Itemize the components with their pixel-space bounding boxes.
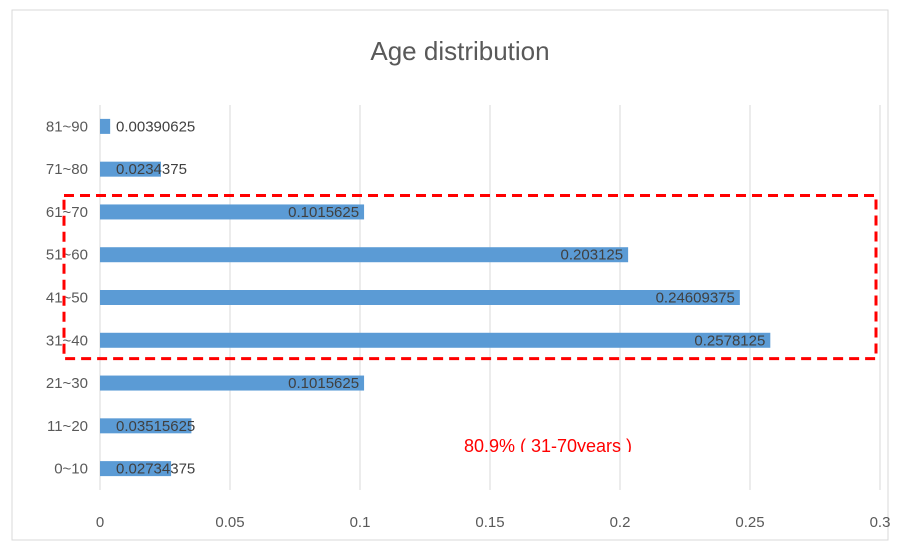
bar <box>100 247 629 263</box>
y-tick-label: 21~30 <box>46 375 88 392</box>
y-tick-label: 11~20 <box>47 418 88 435</box>
data-label: 0.03515625 <box>116 418 195 435</box>
highlight-box <box>62 194 878 361</box>
y-tick-label: 0~10 <box>54 461 88 478</box>
data-labels: 0.02734375 0.03515625 0.1015625 0.2578125 0.… <box>116 118 765 477</box>
bar <box>100 418 192 434</box>
data-label: 0.00390625 <box>116 118 195 135</box>
bar <box>100 118 111 134</box>
bar <box>100 375 365 391</box>
bar-layer <box>100 118 771 477</box>
y-axis-labels: 0~10 11~20 21~30 31~40 41~50 51~60 61~70 71~80 8… <box>46 118 88 477</box>
data-label: 0.203125 <box>561 247 624 264</box>
data-label: 0.0234375 <box>116 161 187 178</box>
x-tick-label: 0.2 <box>610 514 631 531</box>
annotation-text: 80.9% ( 31-70years ) <box>464 436 632 456</box>
x-tick-label: 0.1 <box>350 514 371 531</box>
x-tick-label: 0.25 <box>735 514 764 531</box>
data-label: 0.1015625 <box>288 375 359 392</box>
y-tick-label: 31~40 <box>46 332 88 349</box>
bar <box>100 161 161 177</box>
y-tick-label: 41~50 <box>46 290 88 307</box>
bar <box>100 332 771 348</box>
y-tick-label: 51~60 <box>46 247 88 264</box>
y-tick-label: 71~80 <box>46 161 88 178</box>
x-tick-label: 0 <box>96 514 104 531</box>
annotation-clip: 80.9% ( 31-70years ) <box>464 436 632 456</box>
x-tick-label: 0.15 <box>475 514 504 531</box>
x-tick-label: 0.05 <box>215 514 244 531</box>
y-tick-label: 81~90 <box>46 118 88 135</box>
x-axis-labels: 0 0.05 0.1 0.15 0.2 0.25 0.3 <box>96 514 891 531</box>
x-tick-label: 0.3 <box>870 514 891 531</box>
chart-border <box>11 9 889 541</box>
data-label: 0.02734375 <box>116 461 195 478</box>
data-label: 0.24609375 <box>656 290 735 307</box>
data-label: 0.1015625 <box>288 204 359 221</box>
data-label: 0.2578125 <box>694 332 765 349</box>
chart-title: Age distribution <box>370 36 549 66</box>
bar <box>100 461 172 477</box>
bar <box>100 290 740 305</box>
y-tick-label: 61~70 <box>46 204 88 221</box>
bar <box>100 204 365 220</box>
